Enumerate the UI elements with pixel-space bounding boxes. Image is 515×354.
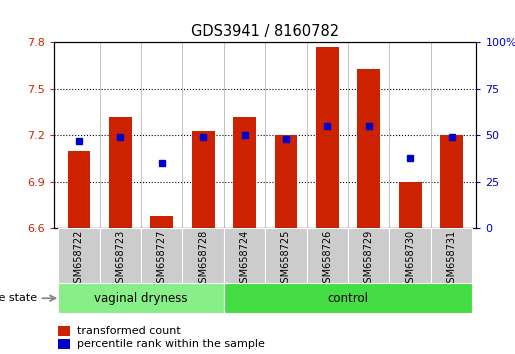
Bar bbox=[224, 283, 472, 313]
Text: GSM658722: GSM658722 bbox=[74, 230, 84, 289]
Bar bbox=[150, 216, 173, 228]
Text: transformed count: transformed count bbox=[77, 326, 181, 336]
Bar bbox=[389, 228, 431, 283]
Bar bbox=[99, 228, 141, 283]
Bar bbox=[431, 228, 472, 283]
Text: GSM658723: GSM658723 bbox=[115, 230, 125, 289]
Bar bbox=[58, 339, 70, 349]
Bar bbox=[67, 151, 90, 228]
Text: disease state: disease state bbox=[0, 293, 38, 303]
Bar bbox=[274, 136, 297, 228]
Bar bbox=[182, 228, 224, 283]
Bar bbox=[306, 228, 348, 283]
Text: GSM658725: GSM658725 bbox=[281, 230, 291, 289]
Bar bbox=[58, 228, 99, 283]
Bar bbox=[265, 228, 306, 283]
Bar bbox=[316, 47, 339, 228]
Text: GSM658729: GSM658729 bbox=[364, 230, 374, 289]
Bar bbox=[224, 228, 265, 283]
Bar bbox=[233, 117, 256, 228]
Bar bbox=[141, 228, 182, 283]
Bar bbox=[109, 117, 132, 228]
Text: control: control bbox=[328, 292, 369, 305]
Text: percentile rank within the sample: percentile rank within the sample bbox=[77, 339, 265, 349]
Bar bbox=[440, 136, 463, 228]
Bar bbox=[357, 69, 380, 228]
Text: GSM658730: GSM658730 bbox=[405, 230, 415, 289]
Text: GSM658726: GSM658726 bbox=[322, 230, 332, 289]
Bar bbox=[348, 228, 389, 283]
Text: GSM658724: GSM658724 bbox=[239, 230, 250, 289]
Bar bbox=[58, 326, 70, 336]
Text: GSM658727: GSM658727 bbox=[157, 230, 167, 289]
Text: vaginal dryness: vaginal dryness bbox=[94, 292, 188, 305]
Bar bbox=[192, 131, 215, 228]
Bar bbox=[58, 283, 224, 313]
Bar bbox=[399, 182, 421, 228]
Text: GSM658731: GSM658731 bbox=[447, 230, 456, 289]
Title: GDS3941 / 8160782: GDS3941 / 8160782 bbox=[191, 23, 339, 39]
Text: GSM658728: GSM658728 bbox=[198, 230, 208, 289]
